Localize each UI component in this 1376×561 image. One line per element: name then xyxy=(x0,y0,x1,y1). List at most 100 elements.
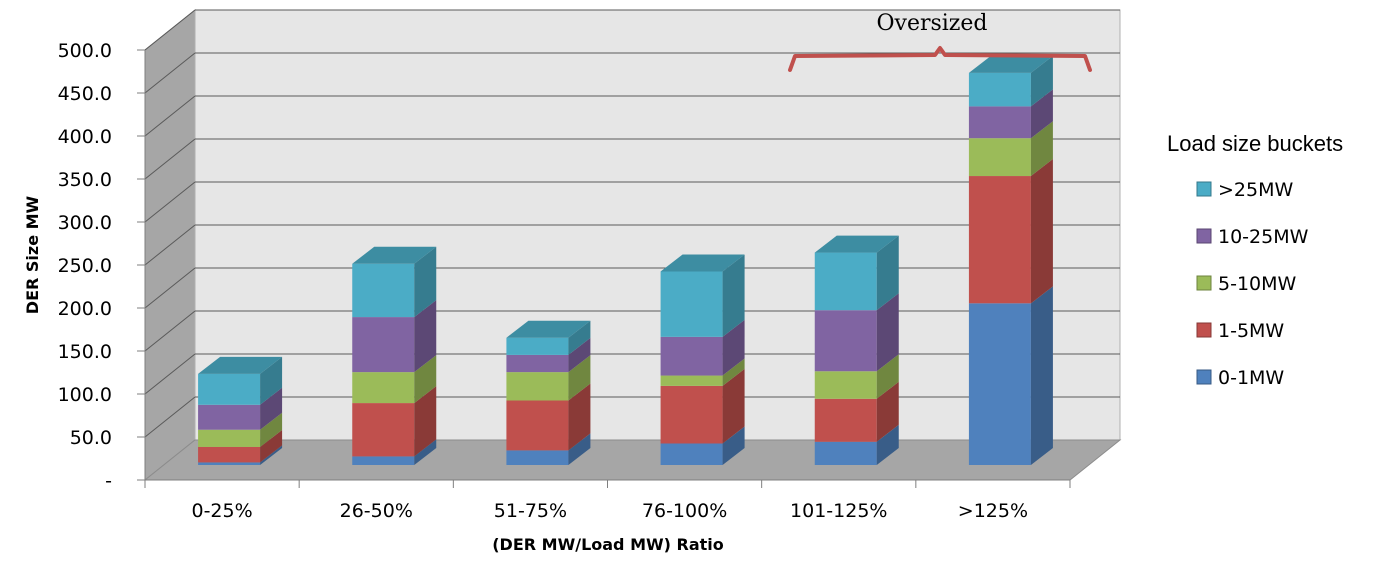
gridline-side xyxy=(144,9,196,51)
legend-swatch xyxy=(1196,181,1212,197)
bar-side xyxy=(568,337,591,373)
bar-segment xyxy=(660,358,745,386)
legend: Load size buckets >25MW 10-25MW 5-10MW 1-5M… xyxy=(1167,131,1343,389)
bar-front xyxy=(506,354,569,373)
x-tick-label: 26-50% xyxy=(340,500,413,522)
legend-item: 5-10MW xyxy=(1196,273,1297,295)
bar-front xyxy=(660,336,723,376)
legend-label: >25MW xyxy=(1218,179,1293,201)
bar-stack xyxy=(660,254,745,465)
bar-segment xyxy=(814,235,899,311)
legend-title: Load size buckets xyxy=(1167,131,1343,156)
bar-front xyxy=(506,450,569,465)
bar-side xyxy=(1030,159,1053,304)
oversized-label: Oversized xyxy=(876,11,987,36)
gridline-side xyxy=(144,224,196,266)
bar-side xyxy=(260,356,283,405)
bar-side xyxy=(722,254,745,337)
y-tick-label: 200.0 xyxy=(58,298,112,320)
bar-side xyxy=(414,355,437,404)
y-tick-labels: - 50.0 100.0 150.0 200.0 250.0 300.0 350.0 400.0… xyxy=(58,40,145,492)
bar-segment xyxy=(198,429,283,463)
bar-front xyxy=(660,375,723,386)
legend-label: 1-5MW xyxy=(1218,320,1284,342)
bar-side xyxy=(876,293,899,372)
bar-side xyxy=(722,368,745,444)
y-tick-label: - xyxy=(105,470,112,492)
legend-item: 10-25MW xyxy=(1196,226,1309,248)
bar-segment xyxy=(506,383,591,451)
bar-side xyxy=(568,433,591,465)
x-tick-label: 101-125% xyxy=(790,500,887,522)
bar-segment xyxy=(198,356,283,405)
bar-front xyxy=(352,372,415,404)
legend-swatch xyxy=(1196,322,1212,338)
bar-side xyxy=(1030,55,1053,107)
bar-side xyxy=(568,355,591,401)
bar-front xyxy=(506,337,569,355)
oversized-annotation: Oversized xyxy=(788,11,1092,72)
bar-side xyxy=(260,429,283,463)
bar-front xyxy=(198,373,261,405)
bar-segment xyxy=(968,55,1053,107)
bar-side xyxy=(260,445,283,465)
gridline-side xyxy=(144,52,196,94)
bar-front xyxy=(968,303,1031,465)
bar-side xyxy=(876,235,899,311)
y-axis-title: DER Size MW xyxy=(23,195,42,314)
gridline-side xyxy=(144,353,196,395)
bar-segment xyxy=(506,355,591,401)
gridline-side xyxy=(144,95,196,137)
gridline-side xyxy=(144,267,196,309)
bar-front xyxy=(506,372,569,401)
bar-front xyxy=(352,456,415,465)
bar-segment xyxy=(660,254,745,337)
x-tick-label: 51-75% xyxy=(494,500,567,522)
legend-label: 0-1MW xyxy=(1218,367,1284,389)
bars xyxy=(198,55,1053,465)
gridline-side xyxy=(144,138,196,180)
bar-segment xyxy=(352,386,437,457)
bar-top xyxy=(814,235,899,253)
bar-segment xyxy=(968,159,1053,304)
y-tick-label: 500.0 xyxy=(58,40,112,62)
x-tick-labels: 0-25% 26-50% 51-75% 76-100% 101-125% >125% xyxy=(144,480,1071,522)
bar-stack xyxy=(814,235,899,465)
legend-label: 5-10MW xyxy=(1218,273,1297,295)
y-tick-label: 50.0 xyxy=(70,427,112,449)
bar-front xyxy=(814,371,877,399)
gridline-side xyxy=(144,396,196,438)
bar-stack xyxy=(968,55,1053,465)
bar-front xyxy=(814,310,877,372)
y-tick-label: 350.0 xyxy=(58,169,112,191)
bar-side xyxy=(414,300,437,373)
legend-swatch xyxy=(1196,369,1212,385)
bar-front xyxy=(660,385,723,444)
bar-segment xyxy=(198,445,283,465)
bar-top xyxy=(198,356,283,374)
bar-side xyxy=(1030,121,1053,177)
bar-top xyxy=(660,254,745,272)
y-tick-label: 300.0 xyxy=(58,212,112,234)
bar-stack xyxy=(506,320,591,465)
bar-side xyxy=(414,439,437,465)
bar-side xyxy=(722,426,745,465)
bar-front xyxy=(968,176,1031,304)
bar-segment xyxy=(968,286,1053,465)
bar-segment xyxy=(352,439,437,465)
bar-front xyxy=(968,106,1031,139)
bar-segment xyxy=(814,293,899,372)
legend-swatch xyxy=(1196,228,1212,244)
bar-side xyxy=(1030,89,1053,139)
legend-label: 10-25MW xyxy=(1218,226,1309,248)
bar-side xyxy=(568,383,591,451)
bar-segment xyxy=(660,426,745,465)
bar-stack xyxy=(198,356,283,465)
bar-stack xyxy=(352,246,437,465)
bar-front xyxy=(352,263,415,318)
bar-side xyxy=(414,246,437,318)
bar-front xyxy=(660,271,723,337)
bar-top xyxy=(968,55,1053,73)
bar-segment xyxy=(506,433,591,465)
